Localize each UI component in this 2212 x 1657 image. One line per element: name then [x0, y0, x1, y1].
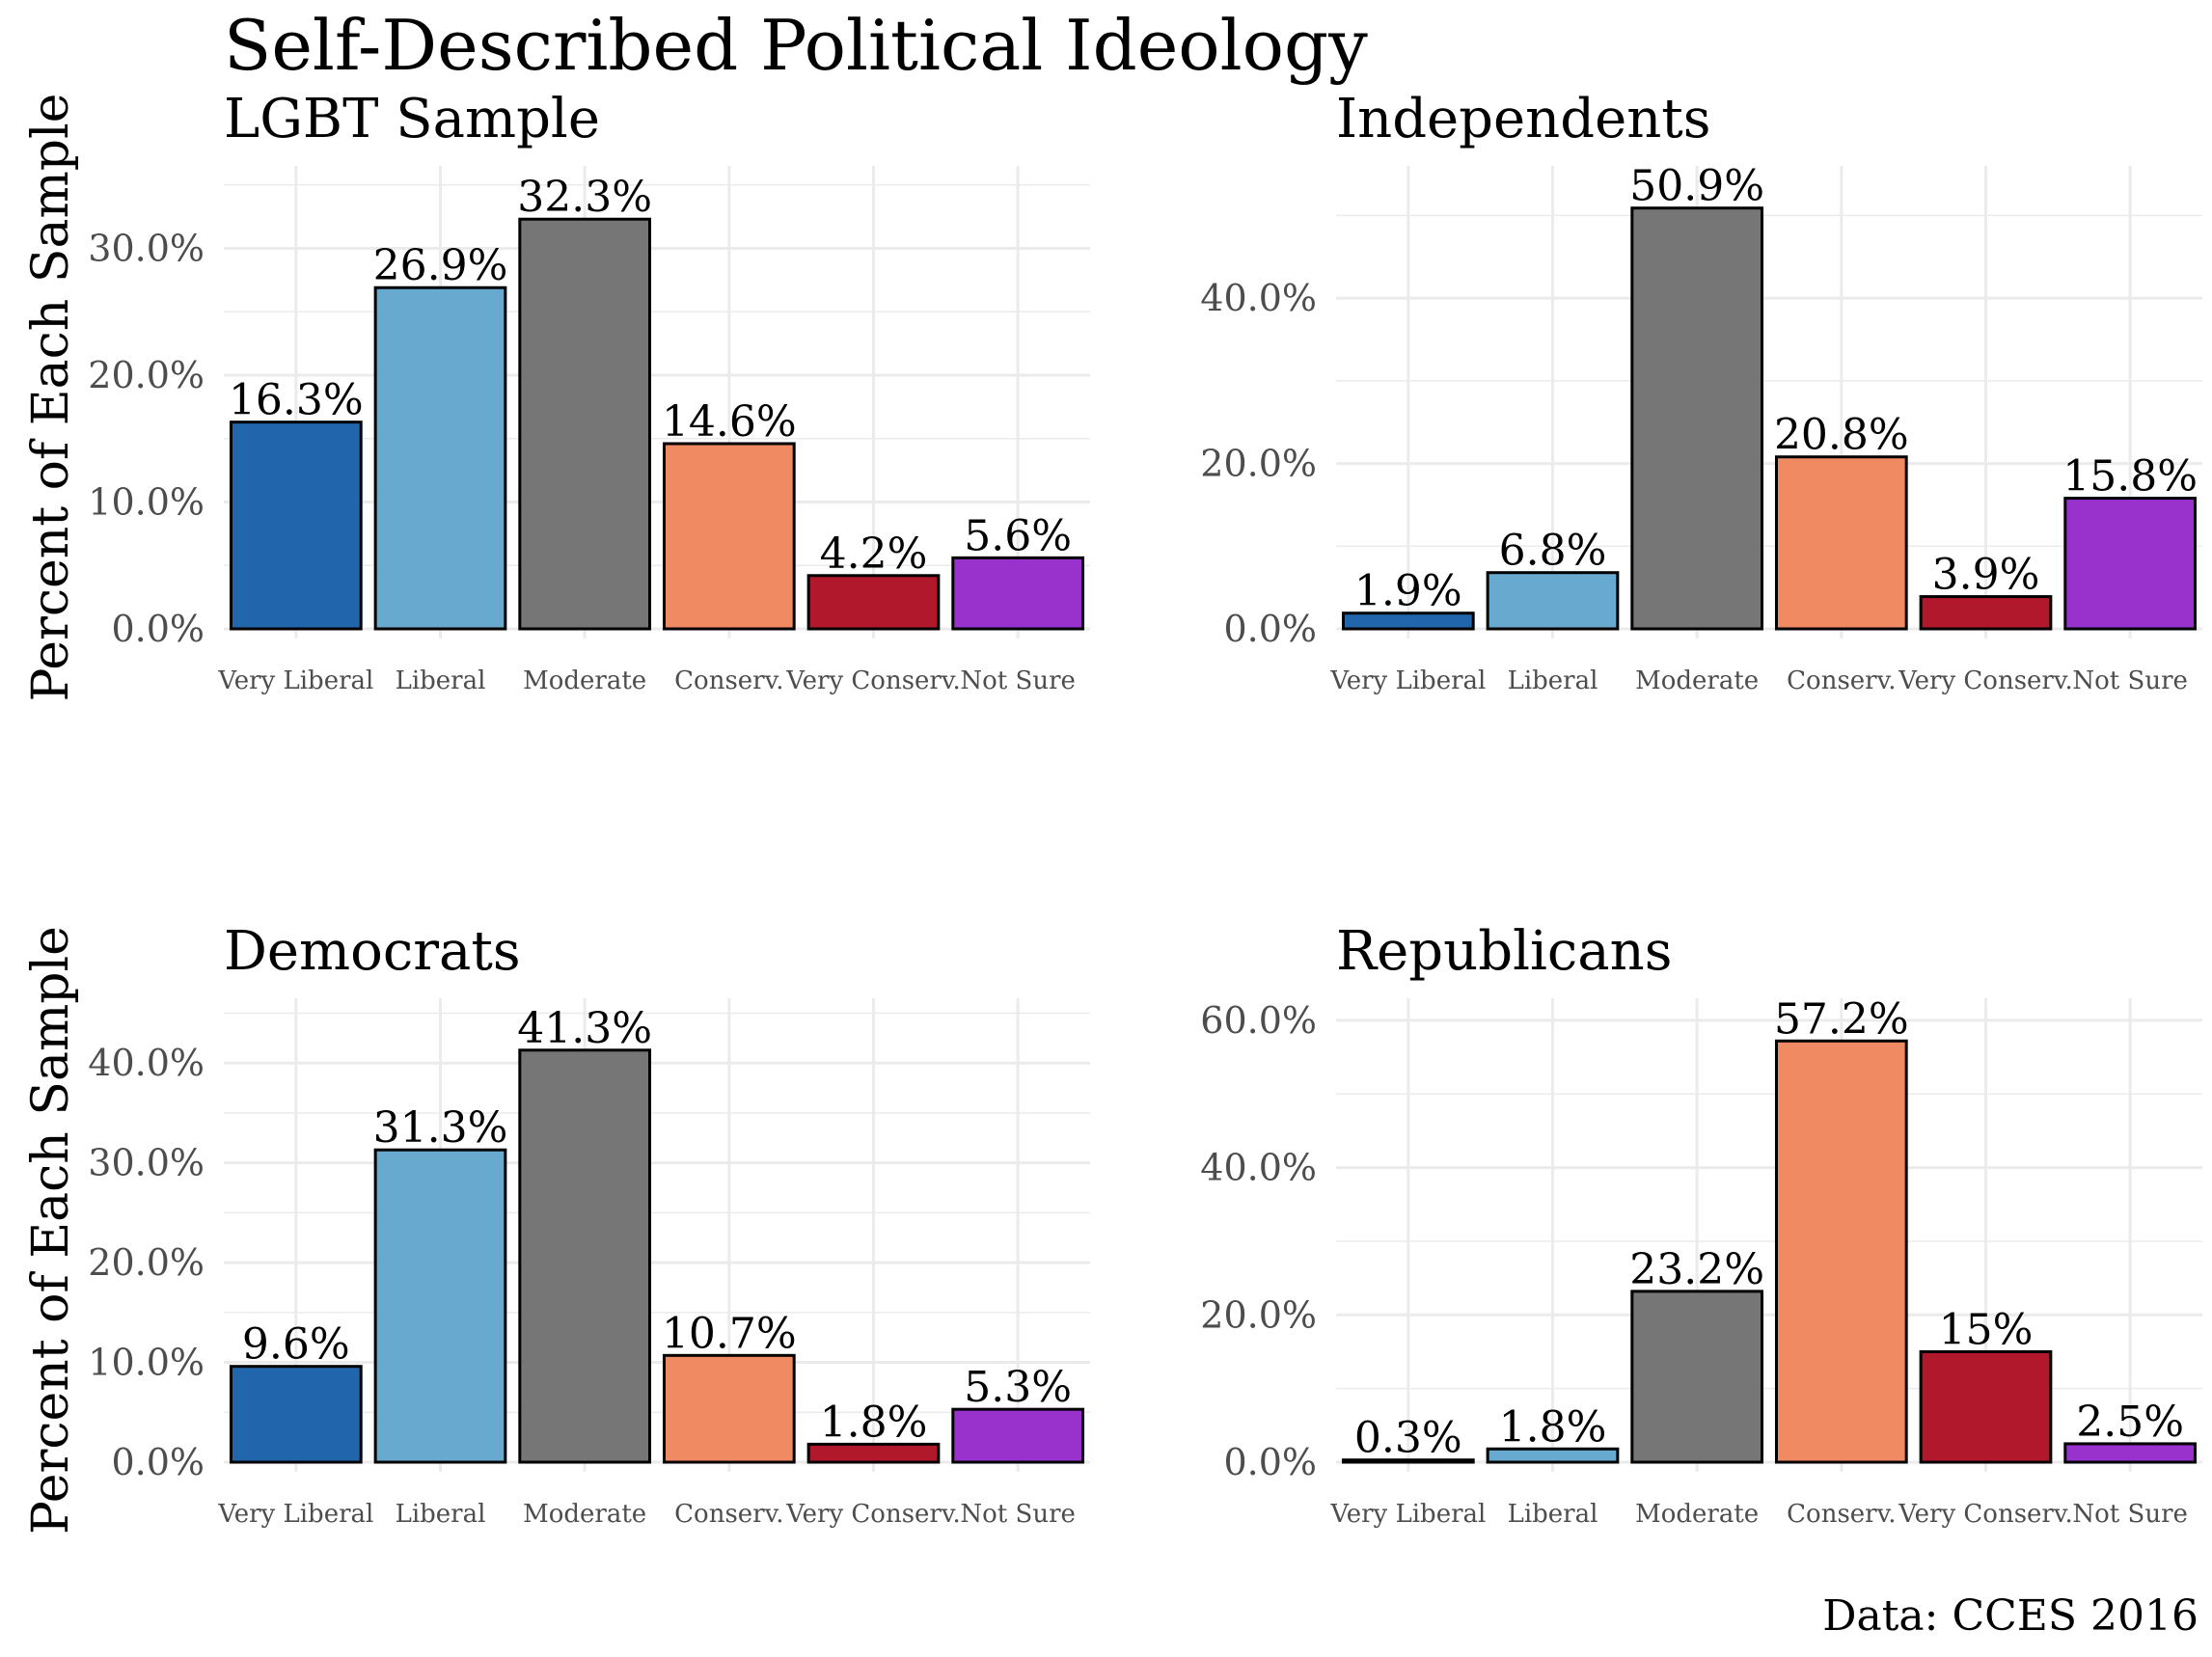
bar-very-conserv	[806, 1442, 941, 1464]
bar-very-conserv	[1919, 1349, 2053, 1464]
bar-not-sure	[951, 1407, 1085, 1464]
y-tick-label: 40.0%	[88, 1042, 205, 1084]
data-label: 41.3%	[517, 1004, 652, 1053]
x-tick-label: Very Liberal	[217, 666, 373, 695]
data-label: 15.8%	[2062, 452, 2198, 502]
y-tick-label: 0.0%	[111, 1441, 205, 1483]
bar-very-conserv	[806, 574, 941, 631]
y-tick-label: 30.0%	[88, 227, 205, 269]
y-tick-label: 60.0%	[1200, 999, 1317, 1042]
x-tick-label: Very Liberal	[1329, 1500, 1486, 1529]
panel-title: Independents	[1336, 88, 1711, 150]
y-tick-label: 20.0%	[1200, 1293, 1317, 1336]
x-tick-label: Moderate	[523, 1500, 646, 1529]
bar-very-liberal	[1341, 1458, 1475, 1464]
bar-conserv	[662, 1353, 796, 1464]
y-tick-label: 10.0%	[88, 1342, 205, 1384]
data-label: 32.3%	[517, 173, 652, 222]
x-tick-label: Not Sure	[960, 1500, 1076, 1529]
bar-moderate	[1630, 206, 1764, 631]
data-label: 10.7%	[662, 1309, 797, 1358]
x-tick-label: Liberal	[1508, 666, 1598, 695]
x-tick-label: Not Sure	[960, 666, 1076, 695]
data-label: 14.6%	[662, 397, 797, 447]
bar-liberal	[1486, 1447, 1620, 1464]
data-label: 0.3%	[1354, 1414, 1462, 1463]
data-label: 1.8%	[1499, 1402, 1607, 1452]
data-label: 31.3%	[373, 1103, 508, 1153]
bar-conserv	[1774, 1039, 1908, 1464]
y-tick-label: 10.0%	[88, 480, 205, 523]
bar-very-liberal	[1341, 611, 1475, 631]
data-label: 20.8%	[1774, 411, 1909, 460]
x-tick-label: Liberal	[396, 1500, 486, 1529]
y-tick-label: 0.0%	[111, 608, 205, 650]
data-label: 1.8%	[820, 1398, 928, 1447]
y-tick-label: 20.0%	[1200, 443, 1317, 485]
x-tick-label: Liberal	[396, 666, 486, 695]
x-tick-label: Very Conserv.	[1898, 666, 2072, 695]
bar-very-conserv	[1919, 595, 2053, 631]
x-tick-label: Very Liberal	[1329, 666, 1486, 695]
panel-title: LGBT Sample	[224, 88, 600, 150]
y-tick-label: 20.0%	[88, 354, 205, 396]
bar-not-sure	[951, 556, 1085, 631]
panel-title: Democrats	[224, 920, 521, 983]
x-tick-label: Very Conserv.	[785, 666, 960, 695]
bar-not-sure	[2063, 497, 2198, 631]
bar-liberal	[1486, 571, 1620, 631]
chart-title: Self-Described Political Ideology	[224, 5, 1368, 86]
y-tick-label: 40.0%	[1200, 1147, 1317, 1189]
bar-conserv	[1774, 455, 1908, 631]
data-label: 23.2%	[1629, 1245, 1764, 1294]
x-tick-label: Conserv.	[674, 1500, 783, 1529]
y-axis-label: Percent of Each Sample	[22, 94, 80, 702]
bar-conserv	[662, 442, 796, 631]
bar-liberal	[373, 1148, 507, 1464]
data-label: 3.9%	[1932, 551, 2040, 600]
data-label: 50.9%	[1629, 162, 1764, 211]
x-tick-label: Moderate	[523, 666, 646, 695]
data-label: 1.9%	[1354, 567, 1462, 616]
x-tick-label: Very Liberal	[217, 1500, 373, 1529]
y-axis-label: Percent of Each Sample	[22, 926, 80, 1535]
data-label: 2.5%	[2076, 1398, 2184, 1447]
bar-very-liberal	[229, 1365, 363, 1464]
y-tick-label: 20.0%	[88, 1241, 205, 1284]
x-tick-label: Not Sure	[2072, 666, 2188, 695]
y-tick-label: 40.0%	[1200, 277, 1317, 319]
x-tick-label: Conserv.	[1787, 1500, 1896, 1529]
x-tick-label: Conserv.	[674, 666, 783, 695]
panel-title: Republicans	[1336, 920, 1672, 983]
data-source-caption: Data: CCES 2016	[1822, 1591, 2198, 1641]
x-tick-label: Moderate	[1635, 1500, 1759, 1529]
bar-moderate	[518, 217, 652, 631]
bar-very-liberal	[229, 421, 363, 631]
bar-not-sure	[2063, 1442, 2198, 1464]
y-tick-label: 30.0%	[88, 1142, 205, 1184]
data-label: 5.3%	[964, 1363, 1072, 1412]
data-label: 5.6%	[964, 511, 1072, 560]
data-label: 6.8%	[1499, 527, 1607, 576]
y-tick-label: 0.0%	[1223, 1441, 1317, 1483]
y-tick-label: 0.0%	[1223, 608, 1317, 650]
x-tick-label: Conserv.	[1787, 666, 1896, 695]
data-label: 9.6%	[242, 1320, 350, 1370]
data-label: 16.3%	[229, 376, 364, 425]
x-tick-label: Very Conserv.	[1898, 1500, 2072, 1529]
bar-moderate	[1630, 1290, 1764, 1464]
x-tick-label: Very Conserv.	[785, 1500, 960, 1529]
bar-moderate	[518, 1048, 652, 1464]
data-label: 26.9%	[373, 241, 508, 290]
x-tick-label: Moderate	[1635, 666, 1759, 695]
x-tick-label: Not Sure	[2072, 1500, 2188, 1529]
data-label: 4.2%	[820, 530, 928, 579]
bar-liberal	[373, 285, 507, 631]
x-tick-label: Liberal	[1508, 1500, 1598, 1529]
data-label: 15%	[1939, 1305, 2034, 1354]
data-label: 57.2%	[1774, 994, 1909, 1044]
